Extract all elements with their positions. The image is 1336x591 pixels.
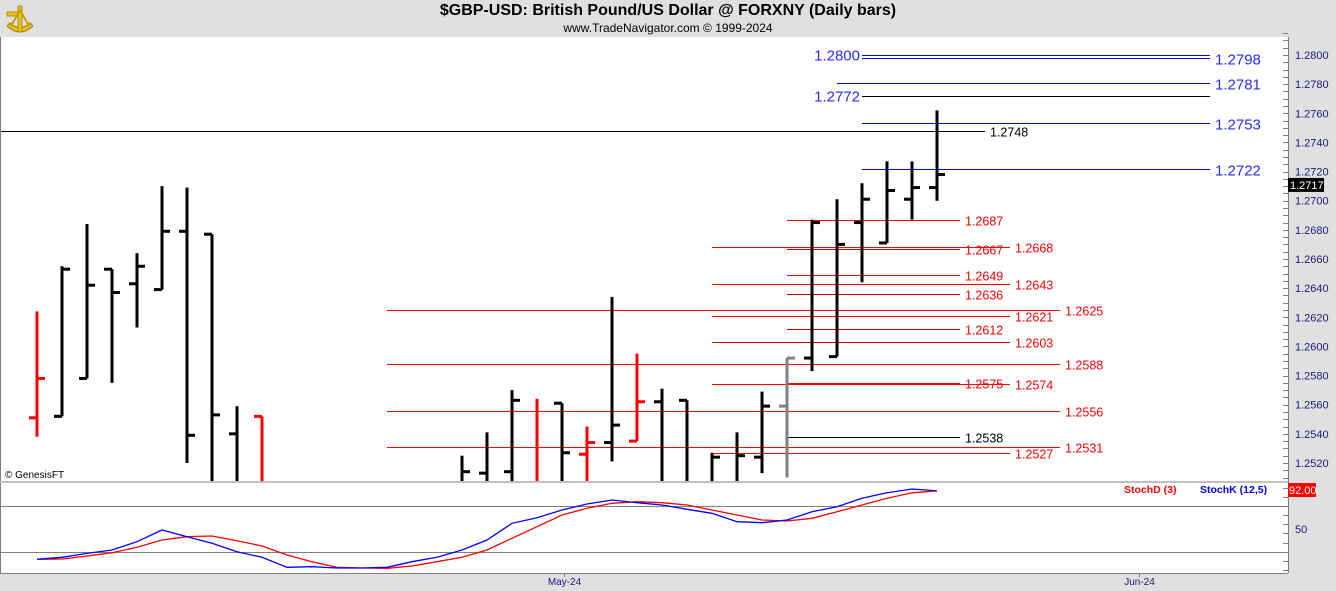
level-label: 1.2649	[965, 270, 1003, 284]
ohlc-bar	[710, 452, 720, 481]
ohlc-bar	[535, 398, 539, 481]
price-tick-label: 1.2720	[1295, 167, 1329, 179]
legend-stochd: StochD (3)	[1124, 484, 1177, 496]
level-label: 1.2531	[1065, 442, 1103, 456]
price-tick-label: 1.2540	[1295, 429, 1329, 441]
ohlc-bar	[829, 199, 845, 359]
chart-subtitle: www.TradeNavigator.com © 1999-2024	[563, 21, 773, 35]
price-axis: 1.2520 1.2540 1.2560 1.2580 1.2600 1.2620 1.26…	[1283, 33, 1329, 479]
ohlc-bar	[804, 219, 820, 372]
level-label: 1.2643	[1015, 279, 1053, 293]
ohlc-bar	[54, 266, 70, 418]
price-tick-label: 1.2700	[1295, 196, 1329, 208]
level-label: 1.2798	[1215, 52, 1261, 69]
stoch-series-line	[36, 488, 938, 569]
ohlc-bar	[854, 183, 870, 283]
price-tick-label: 1.2560	[1295, 400, 1329, 412]
level-label: 1.2781	[1215, 77, 1261, 94]
ohlc-bar	[735, 432, 745, 481]
level-label: 1.2612	[965, 324, 1003, 338]
level-label: 1.2527	[1015, 448, 1053, 462]
price-tick-label: 1.2680	[1295, 225, 1329, 237]
ohlc-bar	[29, 311, 45, 437]
ohlc-bar	[604, 296, 620, 462]
price-tick-label: 1.2660	[1295, 254, 1329, 266]
ohlc-bar	[554, 401, 570, 481]
last-price-badge	[1288, 177, 1324, 192]
ohlc-bar	[879, 161, 895, 245]
level-label: 1.2636	[965, 289, 1003, 303]
level-label: 1.2668	[1015, 242, 1053, 256]
time-tick-label: May-24	[548, 577, 582, 588]
level-label: 1.2574	[1015, 379, 1053, 393]
ohlc-bar	[504, 390, 520, 481]
ohlc-bar	[679, 398, 689, 481]
price-tick-label: 1.2580	[1295, 371, 1329, 383]
ohlc-bar	[254, 414, 264, 481]
ohlc-bar	[629, 353, 645, 443]
ohlc-bar	[929, 110, 945, 201]
level-label: 1.2722	[1215, 163, 1261, 180]
stoch-last-badge	[1288, 483, 1316, 497]
level-label: 1.2625	[1065, 305, 1103, 319]
price-tick-label: 1.2760	[1295, 108, 1329, 120]
level-label: 1.2772	[814, 89, 860, 106]
ohlc-bar	[129, 253, 145, 328]
level-label: 1.2538	[965, 432, 1003, 446]
price-tick-label: 1.2780	[1295, 79, 1329, 91]
legend-stochk: StochK (12,5)	[1200, 484, 1267, 496]
ohlc-bar	[229, 406, 239, 481]
ohlc-bar	[79, 224, 95, 380]
ohlc-bar	[479, 432, 489, 481]
ohlc-bar	[754, 391, 770, 474]
level-label: 1.2800	[814, 48, 860, 65]
sextant-logo-icon	[3, 2, 37, 36]
last-price-label: 1.2717	[1290, 180, 1324, 192]
price-tick-label: 1.2640	[1295, 283, 1329, 295]
ohlc-bar	[460, 455, 470, 481]
price-tick-label: 1.2800	[1295, 50, 1329, 62]
stochastic-panel	[0, 483, 1288, 573]
chart-title: $GBP-USD: British Pound/US Dollar @ FORX…	[439, 2, 897, 19]
ohlc-bar	[154, 186, 170, 292]
price-panel	[0, 37, 1288, 482]
price-tick-label: 1.2600	[1295, 341, 1329, 353]
level-label: 1.2748	[990, 126, 1028, 140]
stoch-last-label: 92.00	[1289, 485, 1317, 497]
ohlc-bar	[579, 426, 595, 481]
stochastic-layer	[1, 488, 1288, 569]
time-axis: May-24 Jun-24	[548, 573, 1155, 588]
price-tick-label: 1.2740	[1295, 137, 1329, 149]
level-label: 1.2575	[965, 378, 1003, 392]
level-labels-layer: 1.2800 1.2798 1.2781 1.2772 1.2753 1.2748 1.27…	[814, 48, 1261, 462]
level-label: 1.2603	[1015, 337, 1053, 351]
ohlc-bar	[654, 388, 664, 481]
level-label: 1.2588	[1065, 359, 1103, 373]
stoch-tick-label: 50	[1295, 524, 1307, 536]
price-tick-label: 1.2520	[1295, 458, 1329, 470]
ohlc-bar	[104, 267, 120, 383]
copyright-label: © GenesisFT	[5, 470, 64, 481]
level-label: 1.2556	[1065, 406, 1103, 420]
time-tick-label: Jun-24	[1124, 577, 1155, 588]
level-label: 1.2621	[1015, 311, 1053, 325]
chart-header: $GBP-USD: British Pound/US Dollar @ FORX…	[0, 0, 1336, 37]
level-label: 1.2687	[965, 215, 1003, 229]
price-tick-label: 1.2620	[1295, 312, 1329, 324]
ohlc-bar	[204, 232, 220, 481]
stochastic-axis: 50 92.00 StochD (3) StochK (12,5)	[1124, 483, 1317, 571]
level-label: 1.2753	[1215, 117, 1261, 134]
levels-layer	[1, 55, 1210, 454]
level-label: 1.2667	[965, 244, 1003, 258]
bars-layer	[29, 110, 945, 481]
ohlc-bar	[779, 356, 795, 478]
ohlc-bar	[179, 187, 195, 463]
ohlc-bar	[904, 161, 920, 220]
